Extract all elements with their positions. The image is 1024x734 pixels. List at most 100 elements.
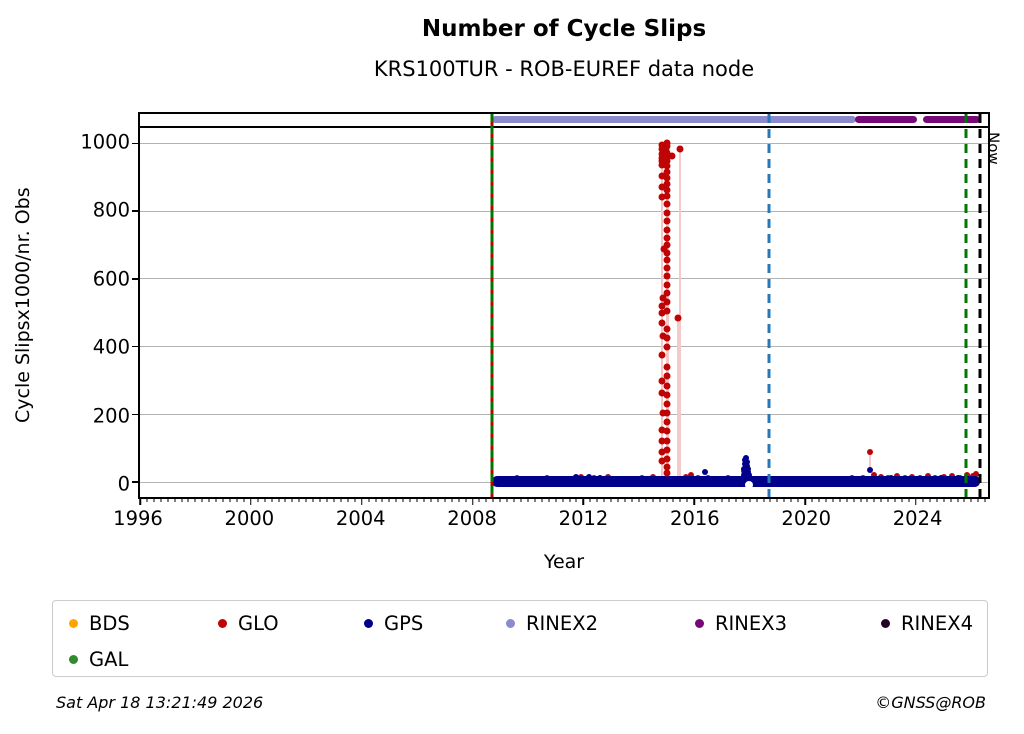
y-tick-label: 1000 (80, 130, 130, 154)
glo-data-point (663, 200, 671, 208)
glo-data-point (663, 298, 671, 306)
glo-data-point (663, 162, 671, 170)
glo-data-point (948, 472, 955, 479)
x-minor-tick (672, 497, 674, 502)
x-major-tick (915, 497, 917, 505)
x-axis-label: Year (543, 551, 585, 573)
x-major-tick (582, 497, 585, 505)
glo-data-point (658, 309, 666, 317)
x-minor-tick (901, 497, 903, 502)
x-minor-tick (652, 497, 654, 502)
glo-data-point (663, 226, 671, 234)
chart-title: Number of Cycle Slips (421, 16, 707, 42)
legend-item-rinex2: RINEX2 (506, 610, 598, 636)
glo-data-point (663, 234, 671, 242)
glo-data-point (663, 382, 671, 390)
x-minor-tick (381, 497, 383, 502)
x-major-tick (693, 497, 695, 505)
x-minor-tick (160, 497, 162, 502)
copyright-credit: ©GNSS@ROB (875, 693, 986, 712)
x-minor-tick (492, 497, 494, 502)
x-minor-tick (749, 497, 751, 502)
x-minor-tick (596, 497, 598, 502)
x-minor-tick (347, 497, 349, 502)
x-minor-tick (756, 497, 758, 502)
x-minor-tick (375, 497, 377, 502)
x-minor-tick (548, 497, 550, 502)
plot-timestamp: Sat Apr 18 13:21:49 2026 (56, 693, 264, 712)
event-line (490, 114, 494, 497)
glo-data-point (663, 400, 671, 408)
x-minor-tick (174, 497, 176, 502)
x-minor-tick (818, 497, 820, 502)
x-minor-tick (936, 497, 938, 502)
x-minor-tick (873, 497, 875, 502)
x-minor-tick (451, 497, 453, 502)
x-minor-tick (700, 497, 702, 502)
legend-label: RINEX2 (526, 611, 598, 635)
gps-data-point (743, 467, 750, 474)
x-minor-tick (444, 497, 446, 502)
legend-item-bds: BDS (69, 610, 130, 636)
y-tick-label: 600 (92, 267, 130, 291)
x-minor-tick (769, 497, 771, 502)
x-minor-tick (402, 497, 404, 502)
rinex2-marker-icon (506, 618, 515, 628)
x-minor-tick (458, 497, 460, 502)
x-minor-tick (465, 497, 467, 502)
glo-data-point (659, 294, 667, 302)
glo-data-point (658, 193, 666, 201)
y-gridline (140, 413, 988, 415)
x-tick-label: 2008 (447, 507, 497, 530)
x-minor-tick (589, 497, 591, 502)
x-minor-tick (181, 497, 183, 502)
y-tick-label: 0 (117, 472, 130, 496)
x-minor-tick (215, 497, 217, 502)
x-minor-tick (797, 497, 799, 502)
legend-item-rinex4: RINEX4 (881, 610, 973, 636)
glo-data-point (867, 448, 874, 455)
y-major-tick (132, 142, 140, 145)
x-tick-label: 1996 (113, 507, 163, 530)
x-minor-tick (485, 497, 487, 502)
x-minor-tick (437, 497, 439, 502)
x-minor-tick (395, 497, 397, 502)
glo-data-point (658, 154, 666, 162)
gps-data-point (937, 475, 944, 482)
rinex2-band (491, 116, 857, 124)
x-minor-tick (728, 497, 730, 502)
x-minor-tick (534, 497, 536, 502)
glo-marker-icon (218, 618, 227, 628)
glo-data-point (658, 161, 666, 169)
x-minor-tick (575, 497, 577, 502)
bds-marker-icon (69, 618, 78, 628)
glo-data-point (663, 157, 671, 165)
glo-stem (869, 451, 872, 472)
glo-data-point (663, 455, 671, 463)
glo-data-point (663, 343, 671, 351)
x-minor-tick (284, 497, 286, 502)
x-minor-tick (569, 497, 571, 502)
glo-data-point (972, 470, 979, 477)
x-minor-tick (977, 497, 979, 502)
x-minor-tick (894, 497, 896, 502)
glo-data-point (663, 180, 671, 188)
glo-data-point (663, 174, 671, 182)
glo-data-point (658, 141, 666, 149)
x-minor-tick (201, 497, 203, 502)
x-minor-tick (825, 497, 827, 502)
x-minor-tick (236, 497, 238, 502)
x-minor-tick (229, 497, 231, 502)
y-gridline (140, 346, 988, 348)
legend-label: GAL (89, 647, 129, 671)
x-minor-tick (957, 497, 959, 502)
glo-data-point (663, 281, 671, 289)
x-minor-tick (340, 497, 342, 502)
x-minor-tick (222, 497, 224, 502)
glo-data-point (676, 145, 684, 153)
glo-data-point (663, 325, 671, 333)
legend-item-glo: GLO (218, 610, 279, 636)
x-minor-tick (908, 497, 910, 502)
x-minor-tick (714, 497, 716, 502)
x-minor-tick (721, 497, 723, 502)
